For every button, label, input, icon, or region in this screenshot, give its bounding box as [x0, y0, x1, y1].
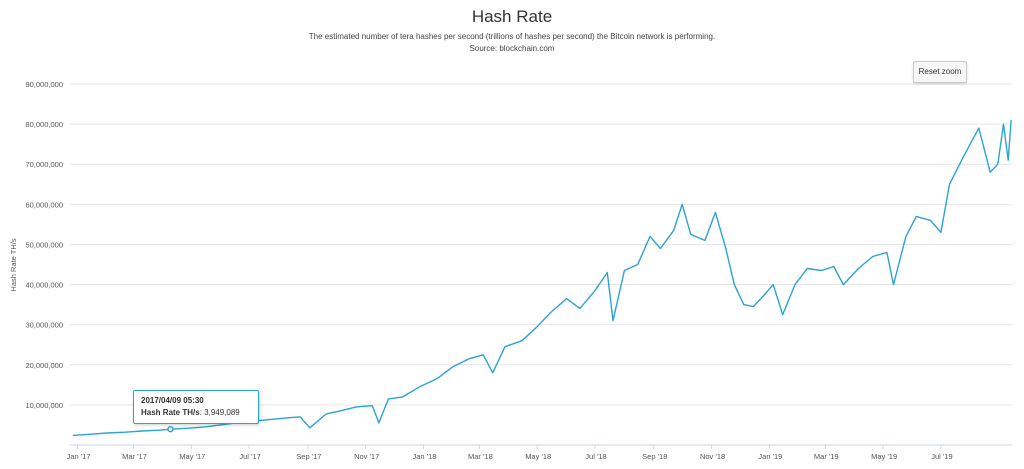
y-tick-label: 20,000,000	[25, 361, 63, 370]
x-tick-label: Mar '17	[122, 452, 147, 461]
x-tick-label: May '19	[871, 452, 897, 461]
reset-zoom-button[interactable]: Reset zoom	[913, 61, 967, 83]
x-tick-label: Nov '18	[700, 452, 725, 461]
tooltip-label: Hash Rate TH/s	[141, 408, 200, 417]
y-tick-label: 10,000,000	[25, 401, 63, 410]
y-tick-label: 70,000,000	[25, 160, 63, 169]
tooltip-date: 2017/04/09 05:30	[141, 396, 204, 405]
x-tick-label: Jan '19	[758, 452, 782, 461]
x-tick-label: Nov '17	[354, 452, 379, 461]
x-tick-label: May '17	[179, 452, 205, 461]
y-tick-label: 60,000,000	[25, 200, 63, 209]
x-tick-label: Mar '19	[814, 452, 839, 461]
tooltip-row: Hash Rate TH/s: 3,949,089	[141, 408, 240, 417]
y-tick-label: 30,000,000	[25, 321, 63, 330]
x-tick-label: Mar '18	[468, 452, 493, 461]
chart-title: Hash Rate	[472, 7, 552, 26]
tooltip-colon: :	[199, 408, 205, 417]
x-tick-label: Jan '17	[67, 452, 91, 461]
x-tick-label: May '18	[525, 452, 551, 461]
y-tick-label: 40,000,000	[25, 281, 63, 290]
x-axis-ticks: Jan '17 Mar '17 May '17 Jul '17 Sep '17 Nov '…	[67, 445, 953, 461]
tooltip-value: 3,949,089	[204, 408, 240, 417]
chart-subtitle: The estimated number of tera hashes per …	[309, 32, 715, 41]
y-tick-label: 90,000,000	[25, 80, 63, 89]
tooltip: 2017/04/09 05:30 Hash Rate TH/s: 3,949,0…	[133, 390, 259, 424]
x-tick-label: Jul '17	[239, 452, 260, 461]
y-tick-label: 80,000,000	[25, 120, 63, 129]
hash-rate-series-line[interactable]	[72, 120, 1012, 437]
x-tick-label: Sep '17	[296, 452, 321, 461]
x-tick-label: Sep '18	[642, 452, 667, 461]
hover-marker	[167, 425, 174, 433]
x-tick-label: Jul '18	[585, 452, 606, 461]
x-tick-label: Jan '18	[413, 452, 437, 461]
chart-source: Source: blockchain.com	[470, 44, 555, 53]
y-axis-title: Hash Rate TH/s	[9, 238, 18, 291]
x-tick-label: Jul '19	[931, 452, 952, 461]
y-axis-ticks: 10,000,000 20,000,000 30,000,000 40,000,000…	[25, 80, 63, 410]
grid-lines	[70, 83, 1012, 446]
y-tick-label: 50,000,000	[25, 240, 63, 249]
